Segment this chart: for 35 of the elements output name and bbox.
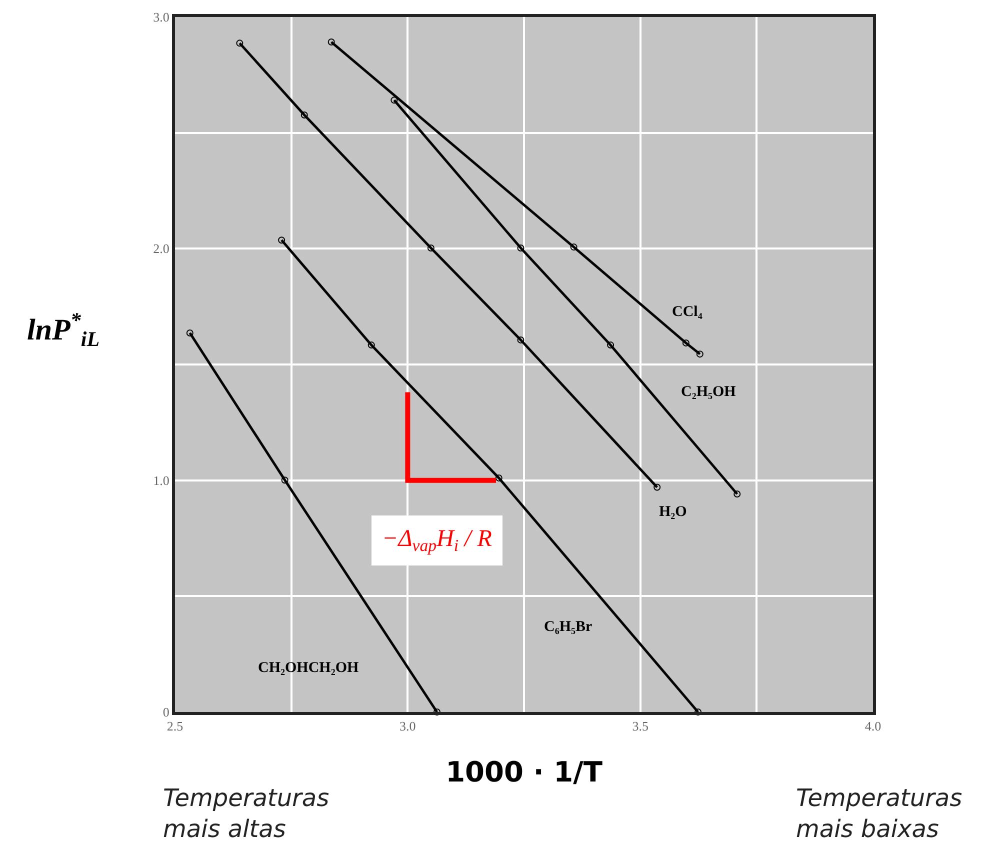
y-tick-label: 1.0	[153, 472, 170, 488]
point	[236, 40, 244, 47]
text: CH₂OHCH₂OH	[258, 660, 359, 676]
point	[495, 474, 502, 482]
point	[654, 484, 661, 491]
point	[517, 336, 524, 344]
x-tick-label: 2.5	[166, 718, 184, 734]
x-axis-title: 1000 · 1/T	[446, 756, 602, 789]
point	[682, 339, 690, 346]
point	[696, 350, 704, 358]
point	[427, 244, 434, 252]
series-label: C₂H₅OH	[681, 384, 736, 400]
point	[278, 236, 286, 244]
point	[734, 490, 741, 498]
series-label: H₂O	[659, 504, 687, 520]
annotation: −Δ$_{vap}$H$_{i}$ / R	[382, 526, 492, 556]
x-tick-label: 3.5	[632, 718, 648, 734]
point	[607, 342, 614, 349]
text: Temperaturas mais baixas	[796, 784, 962, 844]
y-tick-label: 0	[162, 704, 170, 720]
text: Temperaturas mais altas	[163, 784, 330, 844]
point	[186, 329, 194, 336]
point	[328, 38, 335, 46]
point	[300, 112, 308, 118]
x-tick-label: 3.0	[400, 718, 416, 734]
series-label: CCl₄	[672, 304, 703, 320]
point	[517, 244, 524, 252]
point	[390, 96, 398, 104]
point	[368, 342, 375, 349]
x-tick-label: 4.0	[864, 718, 882, 734]
point	[570, 244, 578, 251]
series-label: C₆H₅Br	[544, 619, 592, 635]
y-tick-label: 3.0	[153, 10, 170, 25]
y-tick-label: 2.0	[153, 241, 170, 256]
point	[281, 476, 288, 484]
